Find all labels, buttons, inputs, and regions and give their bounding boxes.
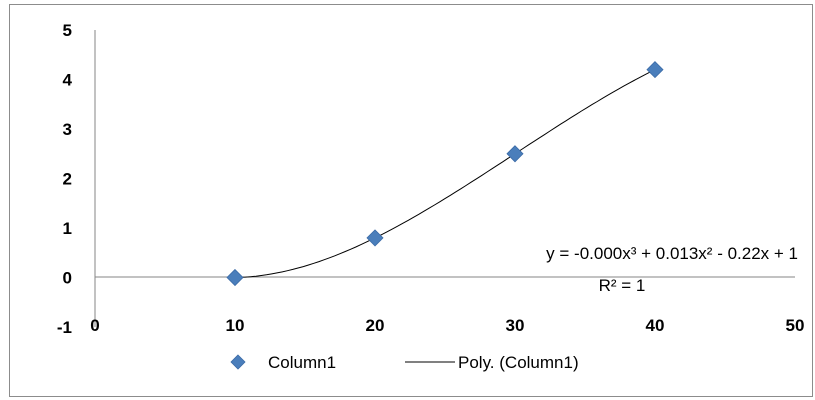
x-tick-label: 10 <box>226 316 245 335</box>
x-tick-labels: 0 10 20 30 40 50 <box>90 316 804 335</box>
y-tick-label: 5 <box>63 21 72 40</box>
data-markers <box>226 61 664 287</box>
y-tick-label: 4 <box>63 71 73 90</box>
x-tick-label: 50 <box>786 316 805 335</box>
y-tick-label: 1 <box>63 219 72 238</box>
y-tick-label: -1 <box>57 318 72 337</box>
x-tick-label: 20 <box>366 316 385 335</box>
legend-marker-diamond-icon <box>230 354 246 370</box>
x-tick-label: 30 <box>506 316 525 335</box>
y-tick-label: 0 <box>63 269 72 288</box>
data-point-marker <box>226 268 244 287</box>
r-squared-label: R² = 1 <box>599 276 646 295</box>
legend-label-trendline: Poly. (Column1) <box>458 353 579 372</box>
y-tick-label: 2 <box>63 170 72 189</box>
x-tick-label: 40 <box>646 316 665 335</box>
y-tick-label: 3 <box>63 120 72 139</box>
legend: Column1 Poly. (Column1) <box>230 353 579 372</box>
data-point-marker <box>366 229 384 247</box>
trendline-poly <box>234 69 656 278</box>
x-tick-label: 0 <box>90 316 99 335</box>
trendline-equation: y = -0.000x³ + 0.013x² - 0.22x + 1 <box>546 244 798 263</box>
data-point-marker <box>506 145 524 163</box>
y-tick-labels: 5 4 3 2 1 0 -1 <box>57 21 73 337</box>
data-point-marker <box>646 61 664 79</box>
chart-frame <box>9 4 813 397</box>
legend-label-series: Column1 <box>268 353 336 372</box>
